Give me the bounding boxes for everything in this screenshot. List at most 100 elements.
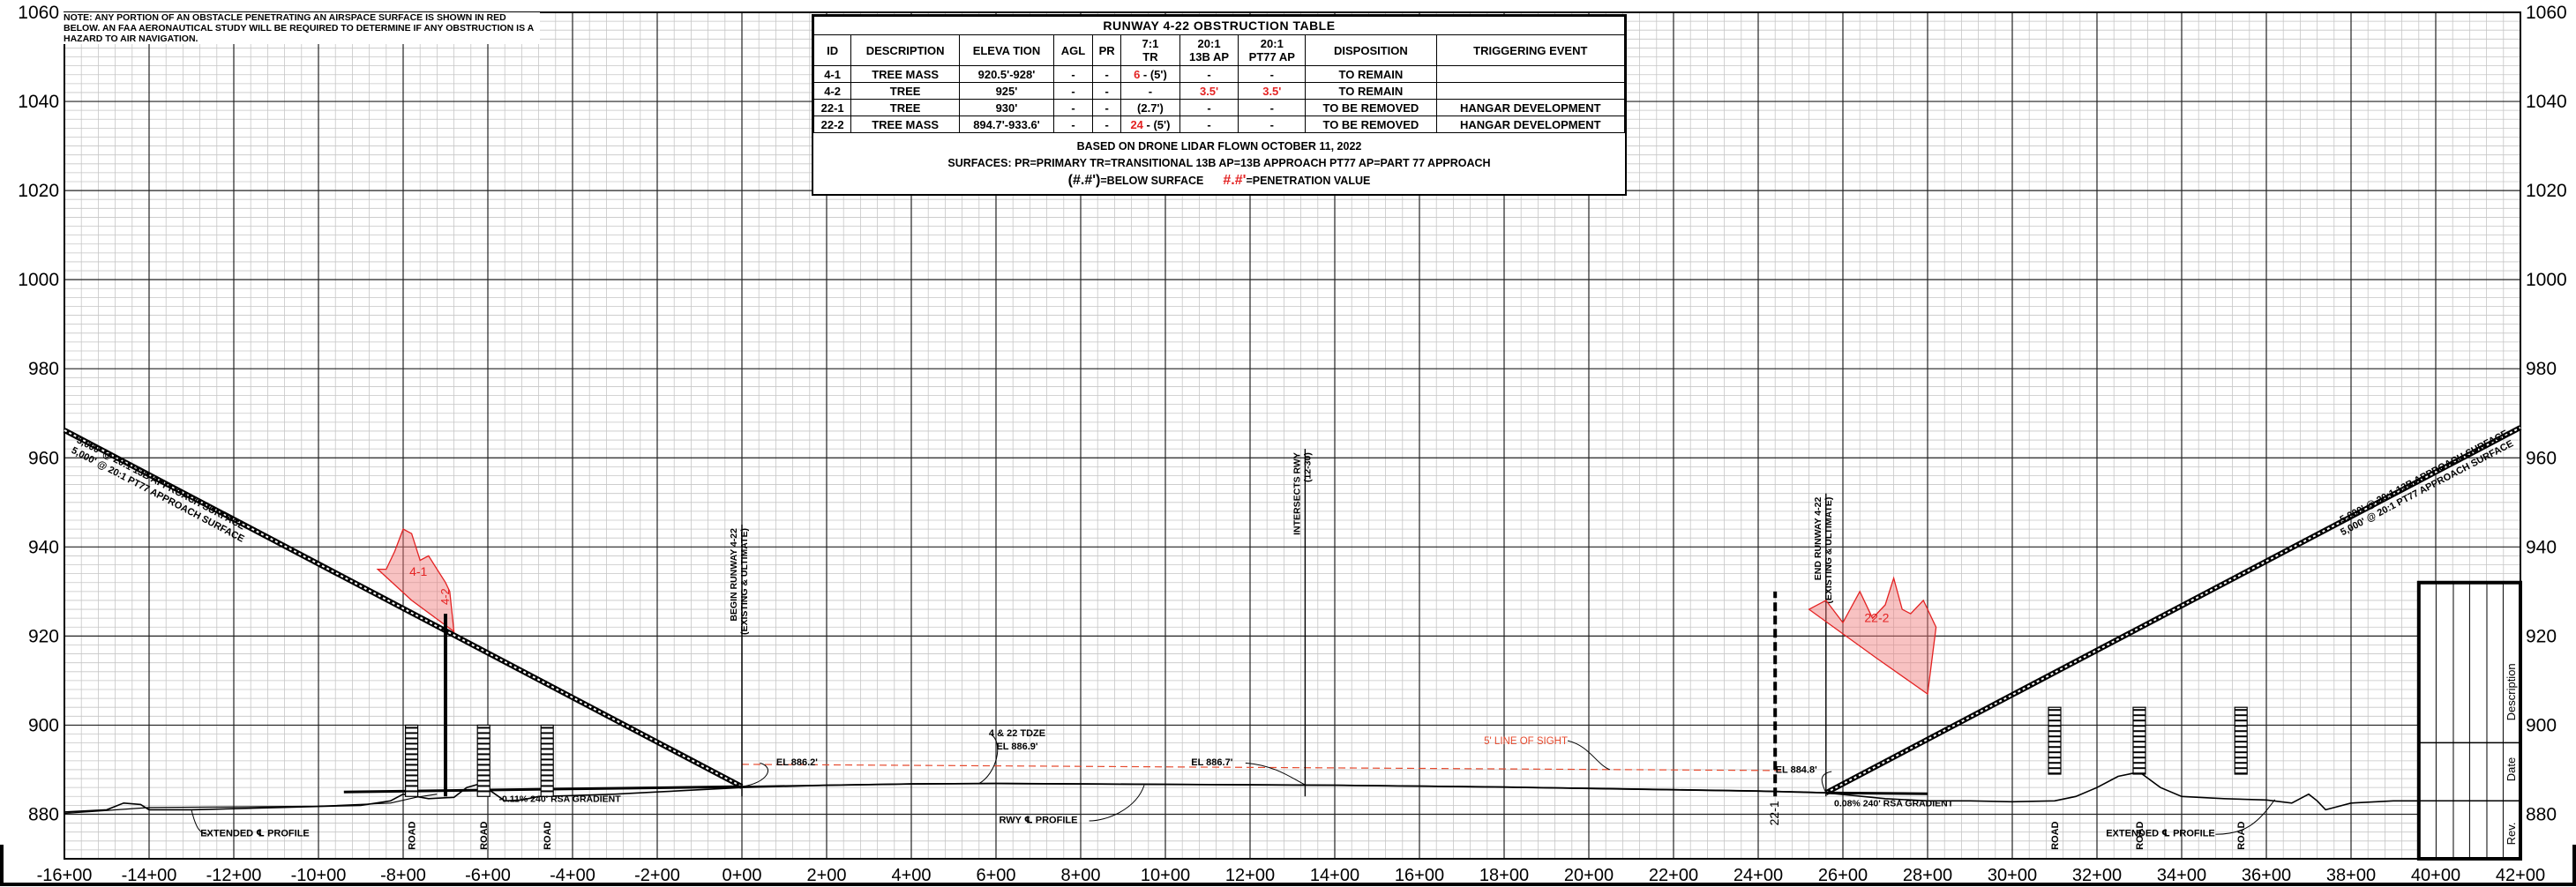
y-tick-label-left: 1020 xyxy=(18,181,59,201)
sheet-border xyxy=(0,845,2576,886)
cell-id: 22-2 xyxy=(812,116,852,133)
runway-marker-sublabel: (12-30) xyxy=(1302,452,1313,482)
road-label: ROAD xyxy=(408,821,418,849)
cell-disposition: TO REMAIN xyxy=(1305,65,1437,83)
elevation-label: EL 886.7' xyxy=(1191,757,1232,768)
roads: ROAD ROAD ROAD ROAD ROAD ROAD xyxy=(405,706,2248,850)
road-label: ROAD xyxy=(479,821,490,849)
cell-tr: - xyxy=(1120,82,1180,100)
cell-13b: - xyxy=(1179,99,1239,116)
table-row: 22-2 TREE MASS 894.7'-933.6' - -24 - (5') - - T… xyxy=(812,116,1626,133)
x-tick-label: 12+00 xyxy=(1225,866,1275,885)
x-tick-label: 20+00 xyxy=(1564,866,1614,885)
rsa-label: 0.08% 240' RSA GRADIENT xyxy=(1834,798,1954,809)
runway-centerline-profile xyxy=(741,782,1826,794)
cell-id: 4-1 xyxy=(812,65,852,83)
y-tick-label-right: 920 xyxy=(2526,626,2557,646)
cell-elevation: 894.7'-933.6' xyxy=(958,116,1054,133)
y-tick-label-left: 900 xyxy=(28,715,59,735)
road-label: ROAD xyxy=(2236,821,2247,849)
approach-surface-label: 5,000' @ 20:1 PT77 APPROACH SURFACE xyxy=(70,445,246,545)
obstruction-table-grid: RUNWAY 4-22 OBSTRUCTION TABLE ID DESCRIPT… xyxy=(812,16,1626,133)
x-tick-label: 8+00 xyxy=(1060,866,1100,885)
obstructions: 4-1 4-2 22-1 22-2 xyxy=(376,528,1937,825)
header-disposition: DISPOSITION xyxy=(1305,34,1437,66)
y-tick-label-right: 1020 xyxy=(2526,181,2567,201)
cell-trigger: HANGAR DEVELOPMENT xyxy=(1435,116,1626,133)
obstruction-label: 4-1 xyxy=(409,564,427,578)
cell-tr: 6 - (5') xyxy=(1120,65,1180,83)
x-tick-label: 22+00 xyxy=(1649,866,1698,885)
header-elevation: ELEVA TION xyxy=(958,34,1054,66)
leader-line xyxy=(1089,785,1145,822)
leader-line xyxy=(978,734,999,785)
table-header-row: ID DESCRIPTION ELEVA TION AGL PR 7:1 TR 20:1 13B… xyxy=(812,34,1626,66)
x-tick-label: 0+00 xyxy=(722,866,761,885)
obstruction-label: 4-2 xyxy=(438,588,452,605)
penetration-value: 6 xyxy=(1134,67,1141,81)
penetration-symbol: #.#' xyxy=(1223,173,1247,188)
header-agl: AGL xyxy=(1052,34,1094,66)
road-label: ROAD xyxy=(543,821,553,849)
title-block-label: Rev. xyxy=(2505,823,2518,846)
cell-pr: - xyxy=(1092,99,1122,116)
title-block-label: Date xyxy=(2505,757,2518,781)
x-tick-label: 38+00 xyxy=(2326,866,2376,885)
y-tick-label-right: 980 xyxy=(2526,359,2557,379)
leader-line xyxy=(1245,762,1306,786)
rsa-label: -0.11% 240' RSA GRADIENT xyxy=(499,794,622,804)
runway-marker-label: END RUNWAY 4-22 xyxy=(1813,497,1823,581)
elevation-label: EL 886.9' xyxy=(996,742,1037,752)
x-tick-label: -2+00 xyxy=(634,866,680,885)
x-tick-label: 28+00 xyxy=(1903,866,1952,885)
obstruction-label: 22-1 xyxy=(1767,801,1781,825)
x-tick-label: 14+00 xyxy=(1310,866,1359,885)
leader-line xyxy=(1567,740,1611,771)
x-tick-label: 30+00 xyxy=(1988,866,2037,885)
y-tick-label-right: 960 xyxy=(2526,448,2557,468)
cell-agl: - xyxy=(1052,65,1094,83)
table-footer: BASED ON DRONE LIDAR FLOWN OCTOBER 11, 2… xyxy=(813,138,1625,190)
x-tick-label: 2+00 xyxy=(806,866,846,885)
profile-callout: EXTENDED ℄ PROFILE xyxy=(200,829,310,839)
x-tick-label: 4+00 xyxy=(891,866,931,885)
cell-id: 22-1 xyxy=(812,99,852,116)
x-tick-label: 40+00 xyxy=(2411,866,2460,885)
cell-13b: - xyxy=(1179,116,1239,133)
y-tick-label-left: 980 xyxy=(28,359,59,379)
header-ap13b: 20:1 13B AP xyxy=(1179,34,1239,66)
lidar-note: BASED ON DRONE LIDAR FLOWN OCTOBER 11, 2… xyxy=(1076,140,1362,153)
cell-description: TREE MASS xyxy=(850,116,960,133)
cell-pr: - xyxy=(1092,116,1122,133)
line-of-sight-label: 5' LINE OF SIGHT xyxy=(1484,736,1568,747)
plot-frame xyxy=(64,11,2521,860)
value-legend: (#.#')=BELOW SURFACE #.#'=PENETRATION VAL… xyxy=(813,172,1625,190)
road-post xyxy=(2048,706,2062,775)
axes: 880 880 900 900 920 920 940 940 960 960 980 980 1000… xyxy=(18,3,2566,885)
y-tick-label-right: 880 xyxy=(2526,804,2557,824)
annotations: EL 886.2' 4 & 22 TDZE EL 886.9' EL 886.7' EL… xyxy=(191,728,2276,839)
x-tick-label: 18+00 xyxy=(1479,866,1529,885)
cell-pr: - xyxy=(1092,82,1122,100)
cell-disposition: TO BE REMOVED xyxy=(1305,99,1437,116)
obstruction-22-2 xyxy=(1808,576,1937,696)
x-tick-label: 16+00 xyxy=(1395,866,1444,885)
cell-tr: 24 - (5') xyxy=(1120,116,1180,133)
leader-line xyxy=(1821,771,1832,794)
cell-agl: - xyxy=(1052,82,1094,100)
x-tick-label: 32+00 xyxy=(2072,866,2122,885)
y-tick-label-right: 900 xyxy=(2526,715,2557,735)
x-tick-label: -6+00 xyxy=(465,866,511,885)
x-tick-label: -10+00 xyxy=(291,866,347,885)
road-post xyxy=(2234,706,2248,775)
extended-profile-line xyxy=(64,794,438,815)
approach-surface-hatch xyxy=(1825,427,2521,794)
leader-line xyxy=(741,762,769,787)
road-label: ROAD xyxy=(2050,821,2061,849)
y-tick-label-left: 1000 xyxy=(18,270,59,290)
cell-id: 4-2 xyxy=(812,82,852,100)
y-tick-label-left: 880 xyxy=(28,804,59,824)
table-row: 22-1 TREE 930' - - (2.7') - - TO BE REMOVED HANGA… xyxy=(812,99,1626,116)
cell-trigger xyxy=(1435,65,1626,83)
x-tick-label: -8+00 xyxy=(380,866,426,885)
